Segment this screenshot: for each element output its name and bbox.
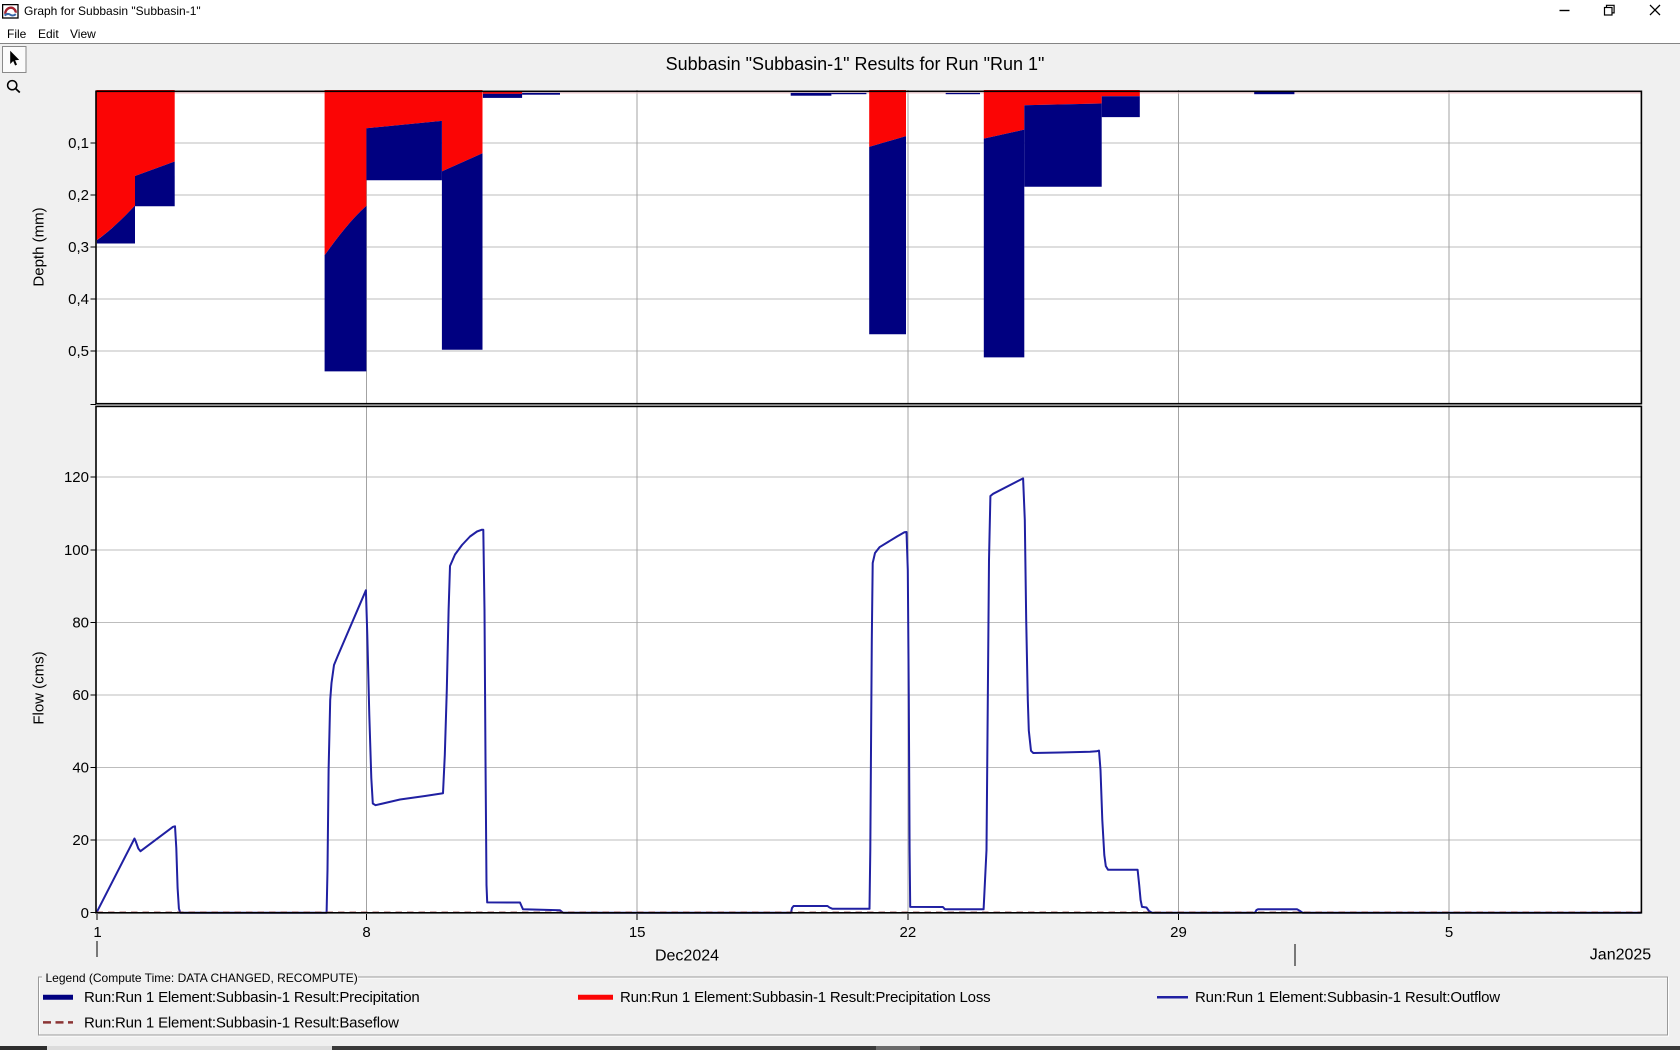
svg-text:40: 40	[72, 760, 89, 777]
svg-text:Run:Run 1 Element:Subbasin-1 R: Run:Run 1 Element:Subbasin-1 Result:Prec…	[84, 989, 420, 1006]
svg-text:0: 0	[81, 905, 89, 922]
svg-text:60: 60	[72, 687, 89, 704]
svg-text:100: 100	[64, 542, 89, 559]
svg-text:Dec2024: Dec2024	[655, 948, 719, 965]
svg-text:0,5: 0,5	[68, 343, 89, 360]
svg-text:Legend (Compute Time: DATA CHA: Legend (Compute Time: DATA CHANGED, RECO…	[46, 971, 358, 985]
svg-text:Depth (mm): Depth (mm)	[31, 207, 48, 286]
svg-text:Run:Run 1 Element:Subbasin-1 R: Run:Run 1 Element:Subbasin-1 Result:Base…	[84, 1014, 399, 1031]
svg-text:15: 15	[629, 924, 646, 941]
svg-text:0,4: 0,4	[68, 291, 89, 308]
svg-text:120: 120	[64, 469, 89, 486]
svg-text:1: 1	[93, 924, 101, 941]
svg-text:Run:Run 1 Element:Subbasin-1 R: Run:Run 1 Element:Subbasin-1 Result:Prec…	[620, 989, 991, 1006]
svg-text:80: 80	[72, 614, 89, 631]
svg-text:Run:Run 1 Element:Subbasin-1 R: Run:Run 1 Element:Subbasin-1 Result:Outf…	[1195, 989, 1500, 1006]
svg-text:5: 5	[1445, 924, 1453, 941]
svg-text:Flow (cms): Flow (cms)	[31, 651, 48, 724]
svg-text:0,2: 0,2	[68, 187, 89, 204]
svg-text:0,3: 0,3	[68, 239, 89, 256]
svg-text:Jan2025: Jan2025	[1590, 947, 1651, 964]
svg-text:29: 29	[1170, 924, 1187, 941]
svg-text:8: 8	[362, 924, 370, 941]
svg-text:22: 22	[900, 924, 917, 941]
svg-text:0,1: 0,1	[68, 135, 89, 152]
svg-text:20: 20	[72, 832, 89, 849]
